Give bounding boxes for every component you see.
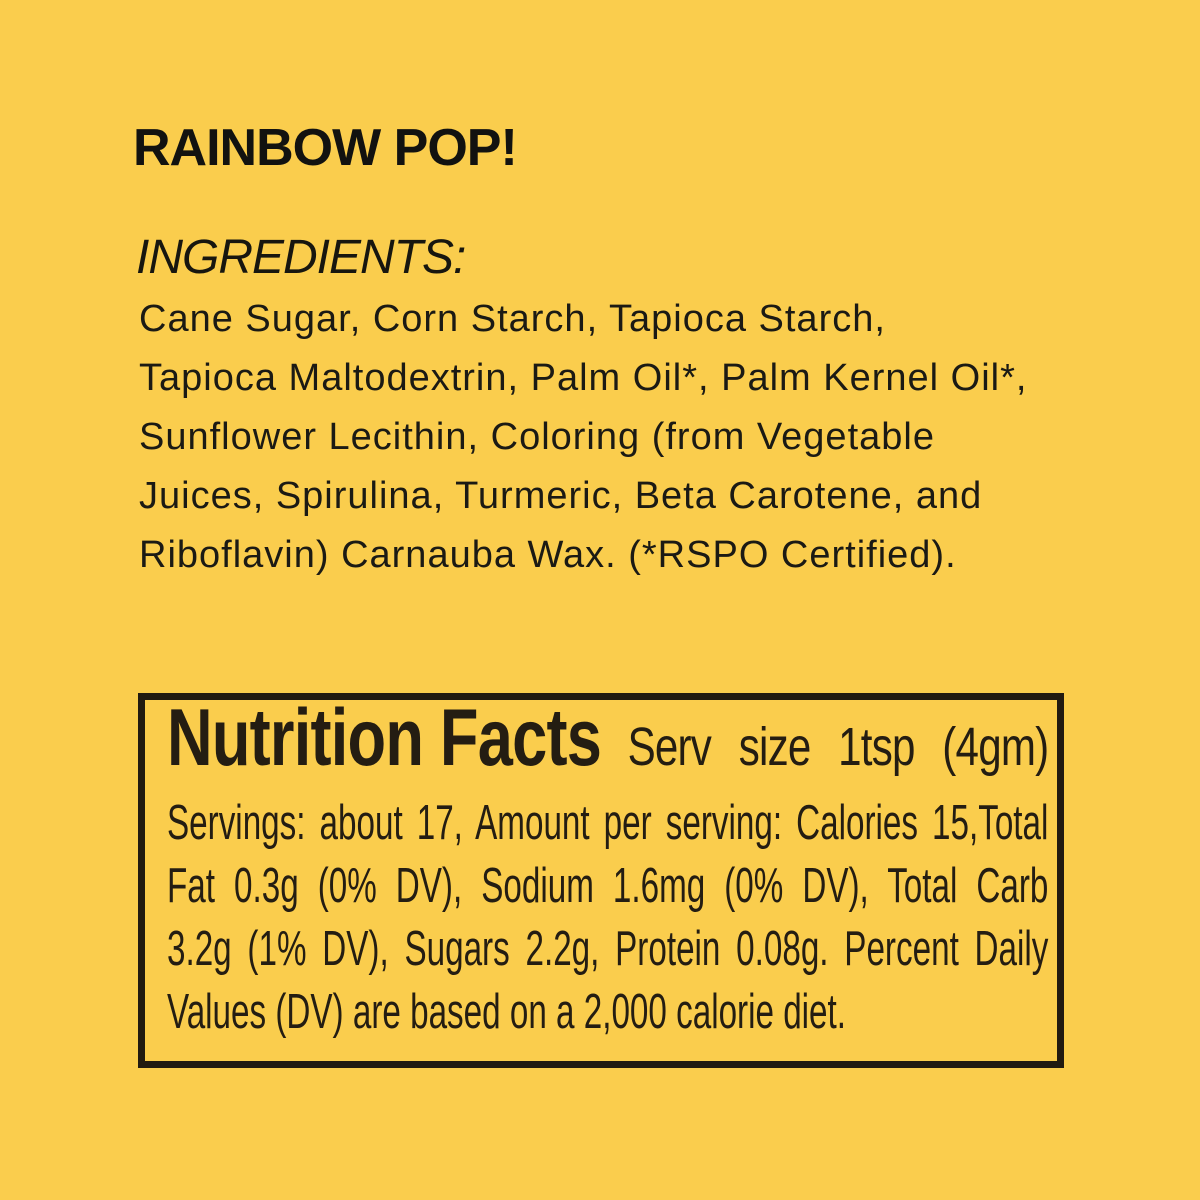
ingredients-list: Cane Sugar, Corn Starch, Tapioca Starch,… <box>139 290 1027 585</box>
ingredients-line: Sunflower Lecithin, Coloring (from Veget… <box>139 416 935 458</box>
product-title: RAINBOW POP! <box>133 119 518 177</box>
ingredients-line: Tapioca Maltodextrin, Palm Oil*, Palm Ke… <box>139 357 1028 399</box>
nutrition-facts-header: Nutrition Facts Serv size 1tsp (4gm) <box>167 693 1050 783</box>
nutrition-line: Fat 0.3g (0% DV), Sodium 1.6mg (0% DV), … <box>167 859 1049 913</box>
serving-word: 1tsp <box>838 717 915 777</box>
ingredients-line: Juices, Spirulina, Turmeric, Beta Carote… <box>139 475 983 517</box>
ingredients-line: Riboflavin) Carnauba Wax. (*RSPO Certifi… <box>139 534 957 576</box>
serving-size-text: Serv size 1tsp (4gm) <box>627 717 1050 777</box>
nutrition-line: Servings: about 17, Amount per serving: … <box>167 796 1049 850</box>
nutrition-facts-panel: Nutrition Facts Serv size 1tsp (4gm) Ser… <box>138 693 1064 1068</box>
serving-word: size <box>738 717 812 777</box>
nutrition-line: Values (DV) are based on a 2,000 calorie… <box>167 985 846 1039</box>
nutrition-facts-title: Nutrition Facts <box>167 693 602 783</box>
ingredients-heading: INGREDIENTS: <box>136 231 466 284</box>
serving-word: (4gm) <box>942 717 1049 777</box>
ingredients-line: Cane Sugar, Corn Starch, Tapioca Starch, <box>139 298 886 340</box>
serving-word: Serv <box>627 717 712 777</box>
nutrition-facts-body: Servings: about 17, Amount per serving: … <box>167 792 1048 1044</box>
nutrition-line: 3.2g (1% DV), Sugars 2.2g, Protein 0.08g… <box>167 922 1049 976</box>
